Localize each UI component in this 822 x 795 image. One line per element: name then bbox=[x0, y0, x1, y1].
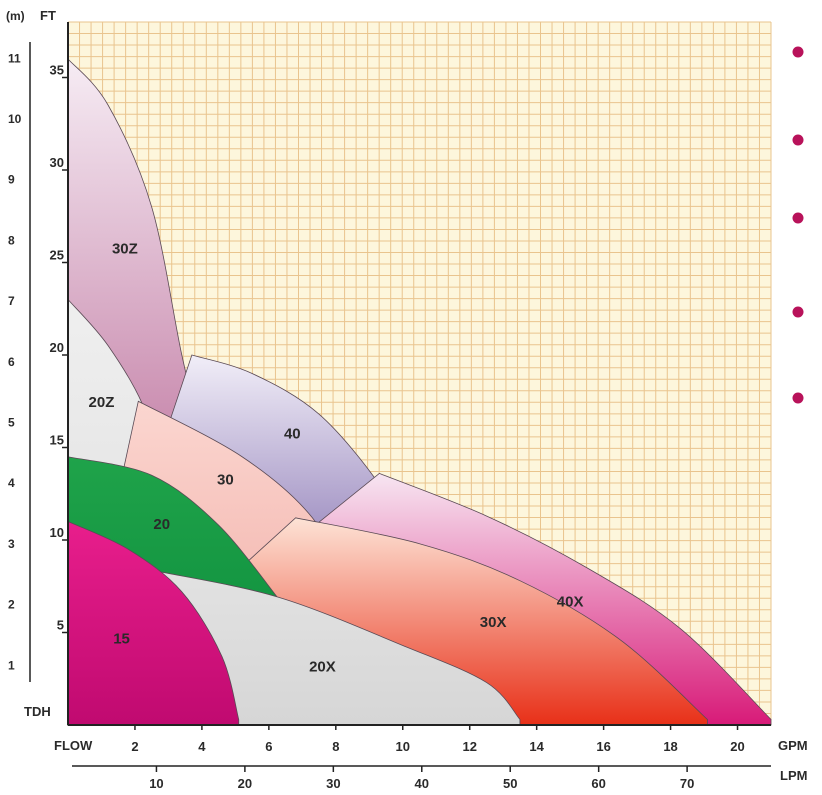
bullet-dot bbox=[792, 134, 804, 146]
ft-tick-label: 35 bbox=[50, 63, 64, 78]
m-tick-label: 7 bbox=[8, 294, 15, 308]
m-tick-label: 1 bbox=[8, 658, 15, 672]
gpm-unit-label: GPM bbox=[778, 738, 808, 753]
m-tick-label: 10 bbox=[8, 112, 22, 126]
lpm-tick-label: 30 bbox=[326, 776, 340, 791]
curve-label-20x: 20X bbox=[309, 658, 336, 675]
m-tick-label: 3 bbox=[8, 537, 15, 551]
m-tick-label: 6 bbox=[8, 355, 15, 369]
ft-tick-label: 25 bbox=[50, 248, 64, 263]
gpm-tick-label: 4 bbox=[198, 739, 206, 754]
gpm-tick-label: 16 bbox=[596, 739, 610, 754]
bullet-list bbox=[792, 46, 804, 404]
lpm-tick-label: 10 bbox=[149, 776, 163, 791]
m-tick-label: 5 bbox=[8, 416, 15, 430]
lpm-tick-label: 60 bbox=[591, 776, 605, 791]
bullet-dot bbox=[792, 46, 804, 58]
gpm-tick-label: 2 bbox=[131, 739, 138, 754]
gpm-tick-label: 8 bbox=[332, 739, 339, 754]
m-tick-label: 9 bbox=[8, 173, 15, 187]
lpm-tick-label: 50 bbox=[503, 776, 517, 791]
lpm-tick-label: 20 bbox=[238, 776, 252, 791]
m-tick-label: 11 bbox=[8, 51, 21, 65]
curve-labels: 30Z 20Z 40 30 40X 30X 20 20X 15 bbox=[89, 240, 584, 675]
gpm-tick-label: 20 bbox=[730, 739, 744, 754]
tdh-label: TDH bbox=[24, 704, 51, 719]
flow-label: FLOW bbox=[54, 738, 93, 753]
curve-label-20: 20 bbox=[153, 516, 170, 533]
lpm-unit-label: LPM bbox=[780, 768, 807, 783]
bullet-dot bbox=[792, 212, 804, 224]
ft-tick-label: 15 bbox=[50, 433, 64, 448]
ft-tick-label: 30 bbox=[50, 155, 64, 170]
gpm-tick-label: 6 bbox=[265, 739, 272, 754]
lpm-tick-label: 40 bbox=[415, 776, 429, 791]
gpm-tick-label: 12 bbox=[462, 739, 476, 754]
pump-curves bbox=[66, 57, 772, 726]
ft-unit-label: FT bbox=[40, 8, 56, 23]
curve-label-40x: 40X bbox=[557, 594, 584, 611]
curve-label-15: 15 bbox=[113, 631, 130, 648]
gpm-tick-label: 18 bbox=[663, 739, 677, 754]
curve-label-30z: 30Z bbox=[112, 240, 138, 257]
gpm-tick-label: 10 bbox=[396, 739, 410, 754]
gpm-tick-label: 14 bbox=[529, 739, 544, 754]
ft-tick-label: 5 bbox=[57, 618, 64, 633]
ft-tick-label: 20 bbox=[50, 340, 64, 355]
m-unit-label: (m) bbox=[6, 9, 25, 23]
m-tick-label: 4 bbox=[8, 476, 15, 490]
m-tick-label: 8 bbox=[8, 233, 15, 247]
bullet-dot bbox=[792, 392, 804, 404]
m-tick-label: 2 bbox=[8, 598, 15, 612]
ft-tick-label: 10 bbox=[50, 525, 64, 540]
curve-label-30x: 30X bbox=[480, 614, 507, 631]
curve-label-40: 40 bbox=[284, 425, 301, 442]
curve-15 bbox=[67, 520, 240, 726]
curve-label-30: 30 bbox=[217, 472, 234, 489]
curve-label-20z: 20Z bbox=[89, 394, 115, 411]
lpm-tick-label: 70 bbox=[680, 776, 694, 791]
bullet-dot bbox=[792, 306, 804, 318]
